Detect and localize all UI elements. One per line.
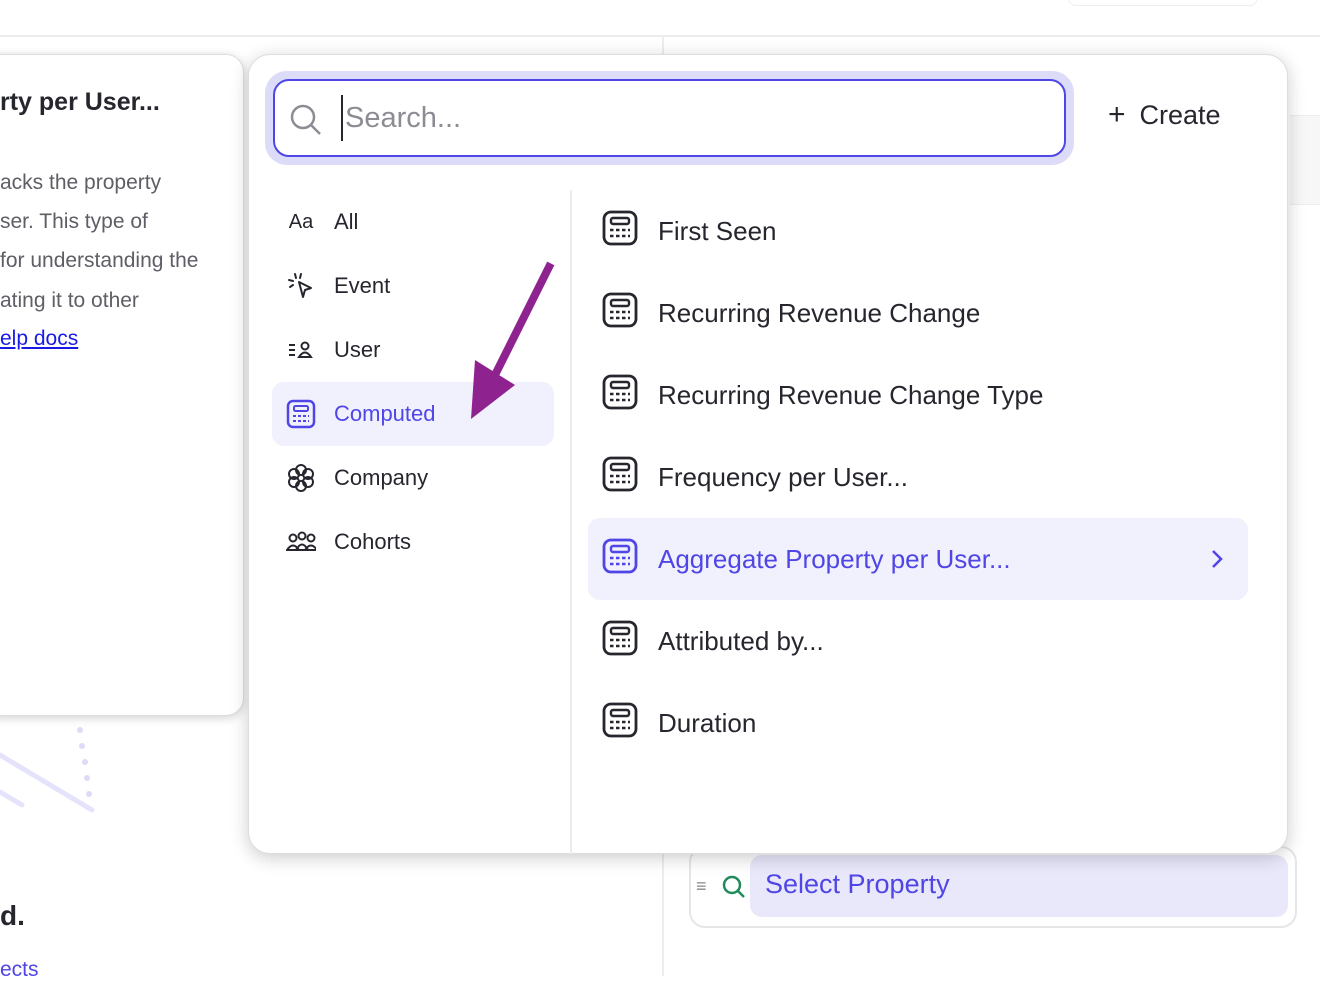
property-item-label: First Seen bbox=[658, 215, 777, 246]
category-label: Company bbox=[334, 465, 429, 490]
property-item[interactable]: Aggregate Property per User... bbox=[588, 518, 1248, 600]
property-item-label: Frequency per User... bbox=[658, 461, 908, 492]
property-item-label: Attributed by... bbox=[658, 625, 824, 656]
category-label: All bbox=[334, 209, 359, 234]
category-cohorts[interactable]: Cohorts bbox=[272, 510, 554, 574]
user-list-icon bbox=[286, 338, 316, 362]
property-item[interactable]: Recurring Revenue Change Type bbox=[588, 354, 1248, 436]
property-item-label: Recurring Revenue Change bbox=[658, 297, 981, 328]
column-divider bbox=[570, 190, 572, 854]
property-item[interactable]: Recurring Revenue Change bbox=[588, 272, 1248, 354]
property-item-label: Recurring Revenue Change Type bbox=[658, 379, 1044, 410]
property-item[interactable]: Frequency per User... bbox=[588, 436, 1248, 518]
property-item[interactable]: Attributed by... bbox=[588, 600, 1248, 682]
search-icon bbox=[290, 104, 321, 135]
background-panel bbox=[1290, 115, 1320, 205]
category-computed[interactable]: Computed bbox=[272, 382, 554, 446]
background-link[interactable]: ects bbox=[0, 958, 39, 981]
search-input[interactable] bbox=[341, 95, 1041, 141]
search-icon bbox=[722, 875, 745, 898]
property-item-label: Aggregate Property per User... bbox=[658, 543, 1011, 574]
category-label: Computed bbox=[334, 401, 436, 426]
decorative-illustration bbox=[0, 727, 95, 813]
category-company[interactable]: Company bbox=[272, 446, 554, 510]
info-card-title: rty per User... bbox=[0, 88, 160, 116]
calculator-icon bbox=[602, 620, 638, 663]
header-divider bbox=[0, 35, 1320, 37]
background-heading: d. bbox=[0, 900, 25, 931]
info-card-text: for understanding the bbox=[0, 249, 199, 272]
create-label: Create bbox=[1139, 99, 1221, 130]
calculator-icon bbox=[602, 374, 638, 417]
help-docs-link[interactable]: elp docs bbox=[0, 327, 79, 350]
property-item-label: Duration bbox=[658, 707, 757, 738]
create-button[interactable]: + Create bbox=[1108, 98, 1221, 132]
property-item[interactable]: First Seen bbox=[588, 190, 1248, 272]
info-card-text: ser. This type of bbox=[0, 210, 148, 233]
info-card bbox=[0, 54, 244, 716]
drag-handle-icon[interactable]: ≡ bbox=[696, 876, 707, 896]
property-picker-popup bbox=[248, 54, 1288, 854]
cursor-click-icon bbox=[286, 272, 316, 300]
calculator-icon bbox=[602, 292, 638, 335]
plus-icon: + bbox=[1108, 98, 1126, 131]
category-label: Cohorts bbox=[334, 529, 412, 554]
category-user[interactable]: User bbox=[272, 318, 554, 382]
property-item[interactable]: Duration bbox=[588, 682, 1248, 764]
calculator-icon bbox=[602, 210, 638, 253]
category-label: User bbox=[334, 337, 381, 362]
search-field[interactable] bbox=[273, 79, 1066, 157]
chevron-right-icon[interactable] bbox=[1210, 546, 1224, 577]
category-label: Event bbox=[334, 273, 391, 298]
category-event[interactable]: Event bbox=[272, 254, 554, 318]
select-property-button[interactable]: Select Property bbox=[750, 855, 1288, 917]
text-aa-icon: Aa bbox=[288, 210, 314, 233]
calculator-icon bbox=[286, 399, 316, 429]
calculator-icon bbox=[602, 538, 638, 581]
calculator-icon bbox=[602, 702, 638, 745]
info-card-text: ating it to other bbox=[0, 289, 139, 312]
info-card-text: acks the property bbox=[0, 171, 162, 194]
top-chip bbox=[1068, 0, 1258, 6]
category-all[interactable]: Aa All bbox=[272, 190, 554, 254]
company-flower-icon bbox=[286, 463, 316, 493]
group-icon bbox=[286, 530, 316, 554]
annotation-arrow bbox=[471, 261, 555, 419]
calculator-icon bbox=[602, 456, 638, 499]
